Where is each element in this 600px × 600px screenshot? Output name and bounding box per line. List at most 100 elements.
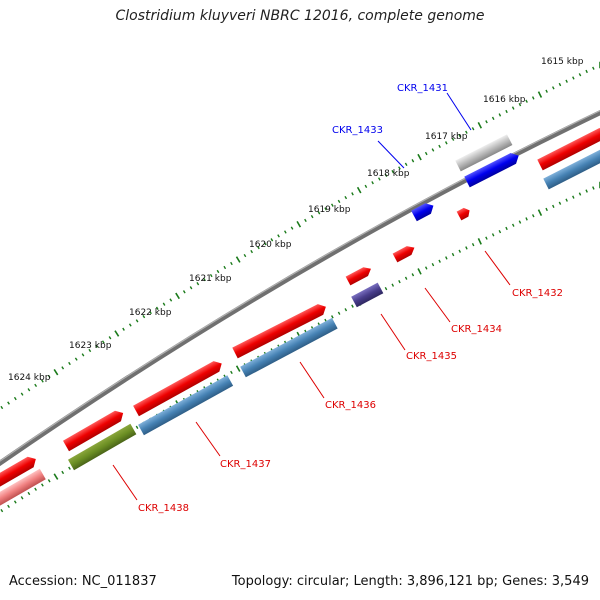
- minor-tick: [135, 425, 139, 429]
- gene-feature[interactable]: [351, 282, 384, 308]
- minor-tick: [465, 246, 468, 250]
- minor-tick: [565, 198, 568, 202]
- minor-tick: [337, 311, 341, 315]
- scale-label: 1619 kbp: [308, 205, 351, 215]
- major-tick: [537, 209, 543, 216]
- minor-tick: [20, 496, 24, 500]
- minor-tick: [270, 238, 274, 242]
- minor-tick: [491, 233, 495, 237]
- minor-tick: [572, 76, 575, 80]
- gene-label-ckr-1433[interactable]: CKR_1433: [332, 125, 383, 136]
- minor-tick: [578, 192, 582, 196]
- gene-feature[interactable]: [133, 358, 225, 417]
- minor-tick: [263, 242, 267, 246]
- minor-tick: [531, 214, 535, 218]
- minor-tick: [250, 249, 254, 254]
- reverse-strand: [0, 134, 600, 507]
- minor-tick: [518, 102, 522, 107]
- minor-tick: [310, 214, 314, 219]
- gene-feature[interactable]: [232, 301, 328, 359]
- minor-tick: [391, 169, 395, 174]
- gene-feature[interactable]: [63, 408, 126, 452]
- gene-label-ckr-1434[interactable]: CKR_1434: [451, 324, 502, 335]
- minor-tick: [558, 201, 562, 205]
- minor-tick: [203, 277, 206, 282]
- gene-feature[interactable]: [345, 264, 374, 286]
- minor-tick: [364, 184, 368, 189]
- gene-feature[interactable]: [0, 468, 46, 507]
- gene-feature[interactable]: [543, 149, 600, 190]
- minor-tick: [74, 357, 78, 361]
- gene-feature[interactable]: [392, 243, 417, 263]
- gene-feature[interactable]: [464, 150, 521, 188]
- minor-tick: [257, 245, 260, 250]
- gene-label-ckr-1435[interactable]: CKR_1435: [406, 351, 457, 362]
- scale-label: 1618 kbp: [367, 169, 410, 179]
- minor-tick: [465, 130, 468, 134]
- minor-tick: [585, 69, 588, 74]
- minor-tick: [445, 256, 448, 260]
- minor-tick: [216, 269, 220, 274]
- minor-tick: [558, 82, 562, 87]
- scale-label: 1621 kbp: [189, 274, 232, 284]
- minor-tick: [545, 207, 548, 212]
- minor-tick: [505, 109, 508, 114]
- gene-feature[interactable]: [411, 200, 436, 222]
- minor-tick: [572, 195, 575, 199]
- minor-tick: [13, 396, 17, 401]
- gene-label-ckr-1432[interactable]: CKR_1432: [512, 288, 563, 299]
- minor-tick: [431, 148, 435, 152]
- minor-tick: [471, 127, 475, 131]
- minor-tick: [304, 218, 307, 223]
- major-tick: [417, 268, 422, 275]
- minor-tick: [344, 195, 348, 200]
- genome-summary-text: Topology: circular; Length: 3,896,121 bp…: [231, 574, 589, 589]
- minor-tick: [404, 162, 408, 167]
- scale-label: 1624 kbp: [8, 373, 51, 383]
- outer-scale-ticks: [0, 61, 600, 410]
- minor-tick: [424, 151, 428, 156]
- minor-tick: [485, 120, 488, 124]
- gene-label-ckr-1438[interactable]: CKR_1438: [138, 503, 189, 514]
- minor-tick: [122, 327, 125, 331]
- gene-label-ckr-1431[interactable]: CKR_1431: [397, 83, 448, 94]
- minor-tick: [404, 276, 408, 280]
- gene-feature[interactable]: [455, 134, 513, 172]
- minor-tick: [317, 211, 321, 215]
- gene-feature[interactable]: [456, 206, 472, 221]
- minor-tick: [471, 242, 475, 247]
- gene-label-ckr-1436[interactable]: CKR_1436: [325, 400, 376, 411]
- minor-tick: [518, 220, 522, 224]
- minor-tick: [88, 348, 92, 353]
- minor-tick: [0, 405, 4, 410]
- minor-tick: [424, 266, 428, 270]
- minor-tick: [277, 234, 280, 238]
- minor-tick: [585, 189, 588, 193]
- major-tick: [114, 330, 120, 337]
- gene-feature[interactable]: [537, 127, 600, 171]
- minor-tick: [182, 290, 186, 294]
- gene-feature[interactable]: [240, 317, 338, 378]
- minor-tick: [34, 383, 38, 387]
- minor-tick: [135, 319, 139, 323]
- scale-label: 1623 kbp: [69, 341, 112, 351]
- gene-label-ckr-1437[interactable]: CKR_1437: [220, 459, 271, 470]
- minor-tick: [458, 134, 462, 138]
- minor-tick: [20, 392, 24, 396]
- minor-tick: [95, 344, 98, 348]
- gene-feature[interactable]: [68, 423, 137, 471]
- gene-feature[interactable]: [138, 375, 234, 436]
- minor-tick: [525, 217, 528, 221]
- major-tick: [175, 292, 180, 300]
- minor-tick: [351, 304, 354, 308]
- minor-tick: [13, 500, 17, 504]
- minor-tick: [230, 370, 233, 375]
- minor-tick: [128, 323, 132, 327]
- minor-tick: [498, 113, 502, 117]
- minor-tick: [7, 504, 10, 508]
- minor-tick: [149, 310, 152, 315]
- major-tick: [417, 153, 422, 161]
- gene-feature[interactable]: [0, 454, 39, 488]
- minor-tick: [47, 479, 51, 483]
- minor-tick: [162, 302, 166, 306]
